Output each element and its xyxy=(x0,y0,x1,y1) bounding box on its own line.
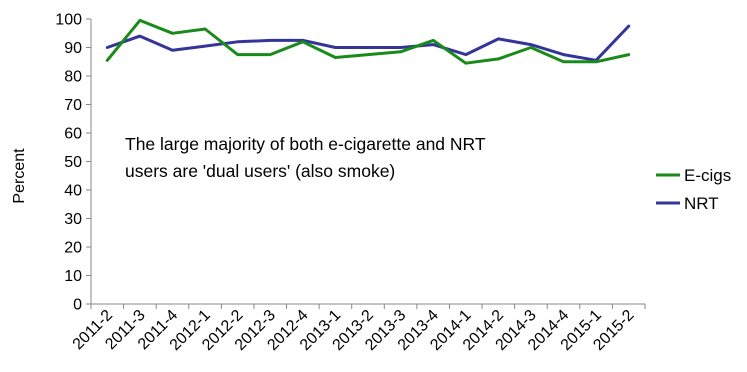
y-tick-label: 10 xyxy=(64,268,82,285)
series-layer xyxy=(105,18,631,65)
y-tick-label: 70 xyxy=(64,97,82,114)
y-tick-label: 100 xyxy=(55,12,82,29)
legend-label-e-cigs: E-cigs xyxy=(684,166,731,185)
series-line-e-cigs xyxy=(105,18,631,65)
x-axis-ticks: 2011-22011-32011-42012-12012-22012-32012… xyxy=(70,304,646,354)
y-tick-label: 60 xyxy=(64,126,82,143)
annotation-line-1: The large majority of both e-cigarette a… xyxy=(125,134,486,154)
y-tick-label: 40 xyxy=(64,183,82,200)
y-tick-label: 30 xyxy=(64,211,82,228)
legend: E-cigs NRT xyxy=(656,166,731,213)
annotation-line-2: users are 'dual users' (also smoke) xyxy=(125,161,395,181)
y-tick-label: 0 xyxy=(73,297,82,314)
y-tick-label: 90 xyxy=(64,40,82,57)
y-tick-label: 80 xyxy=(64,69,82,86)
y-tick-label: 50 xyxy=(64,154,82,171)
y-axis-label: Percent xyxy=(11,148,28,204)
legend-label-nrt: NRT xyxy=(684,194,719,213)
y-axis-ticks: 0 10 20 30 40 50 60 70 80 90 100 xyxy=(55,12,91,314)
series-line-nrt xyxy=(105,24,631,62)
y-tick-label: 20 xyxy=(64,240,82,257)
